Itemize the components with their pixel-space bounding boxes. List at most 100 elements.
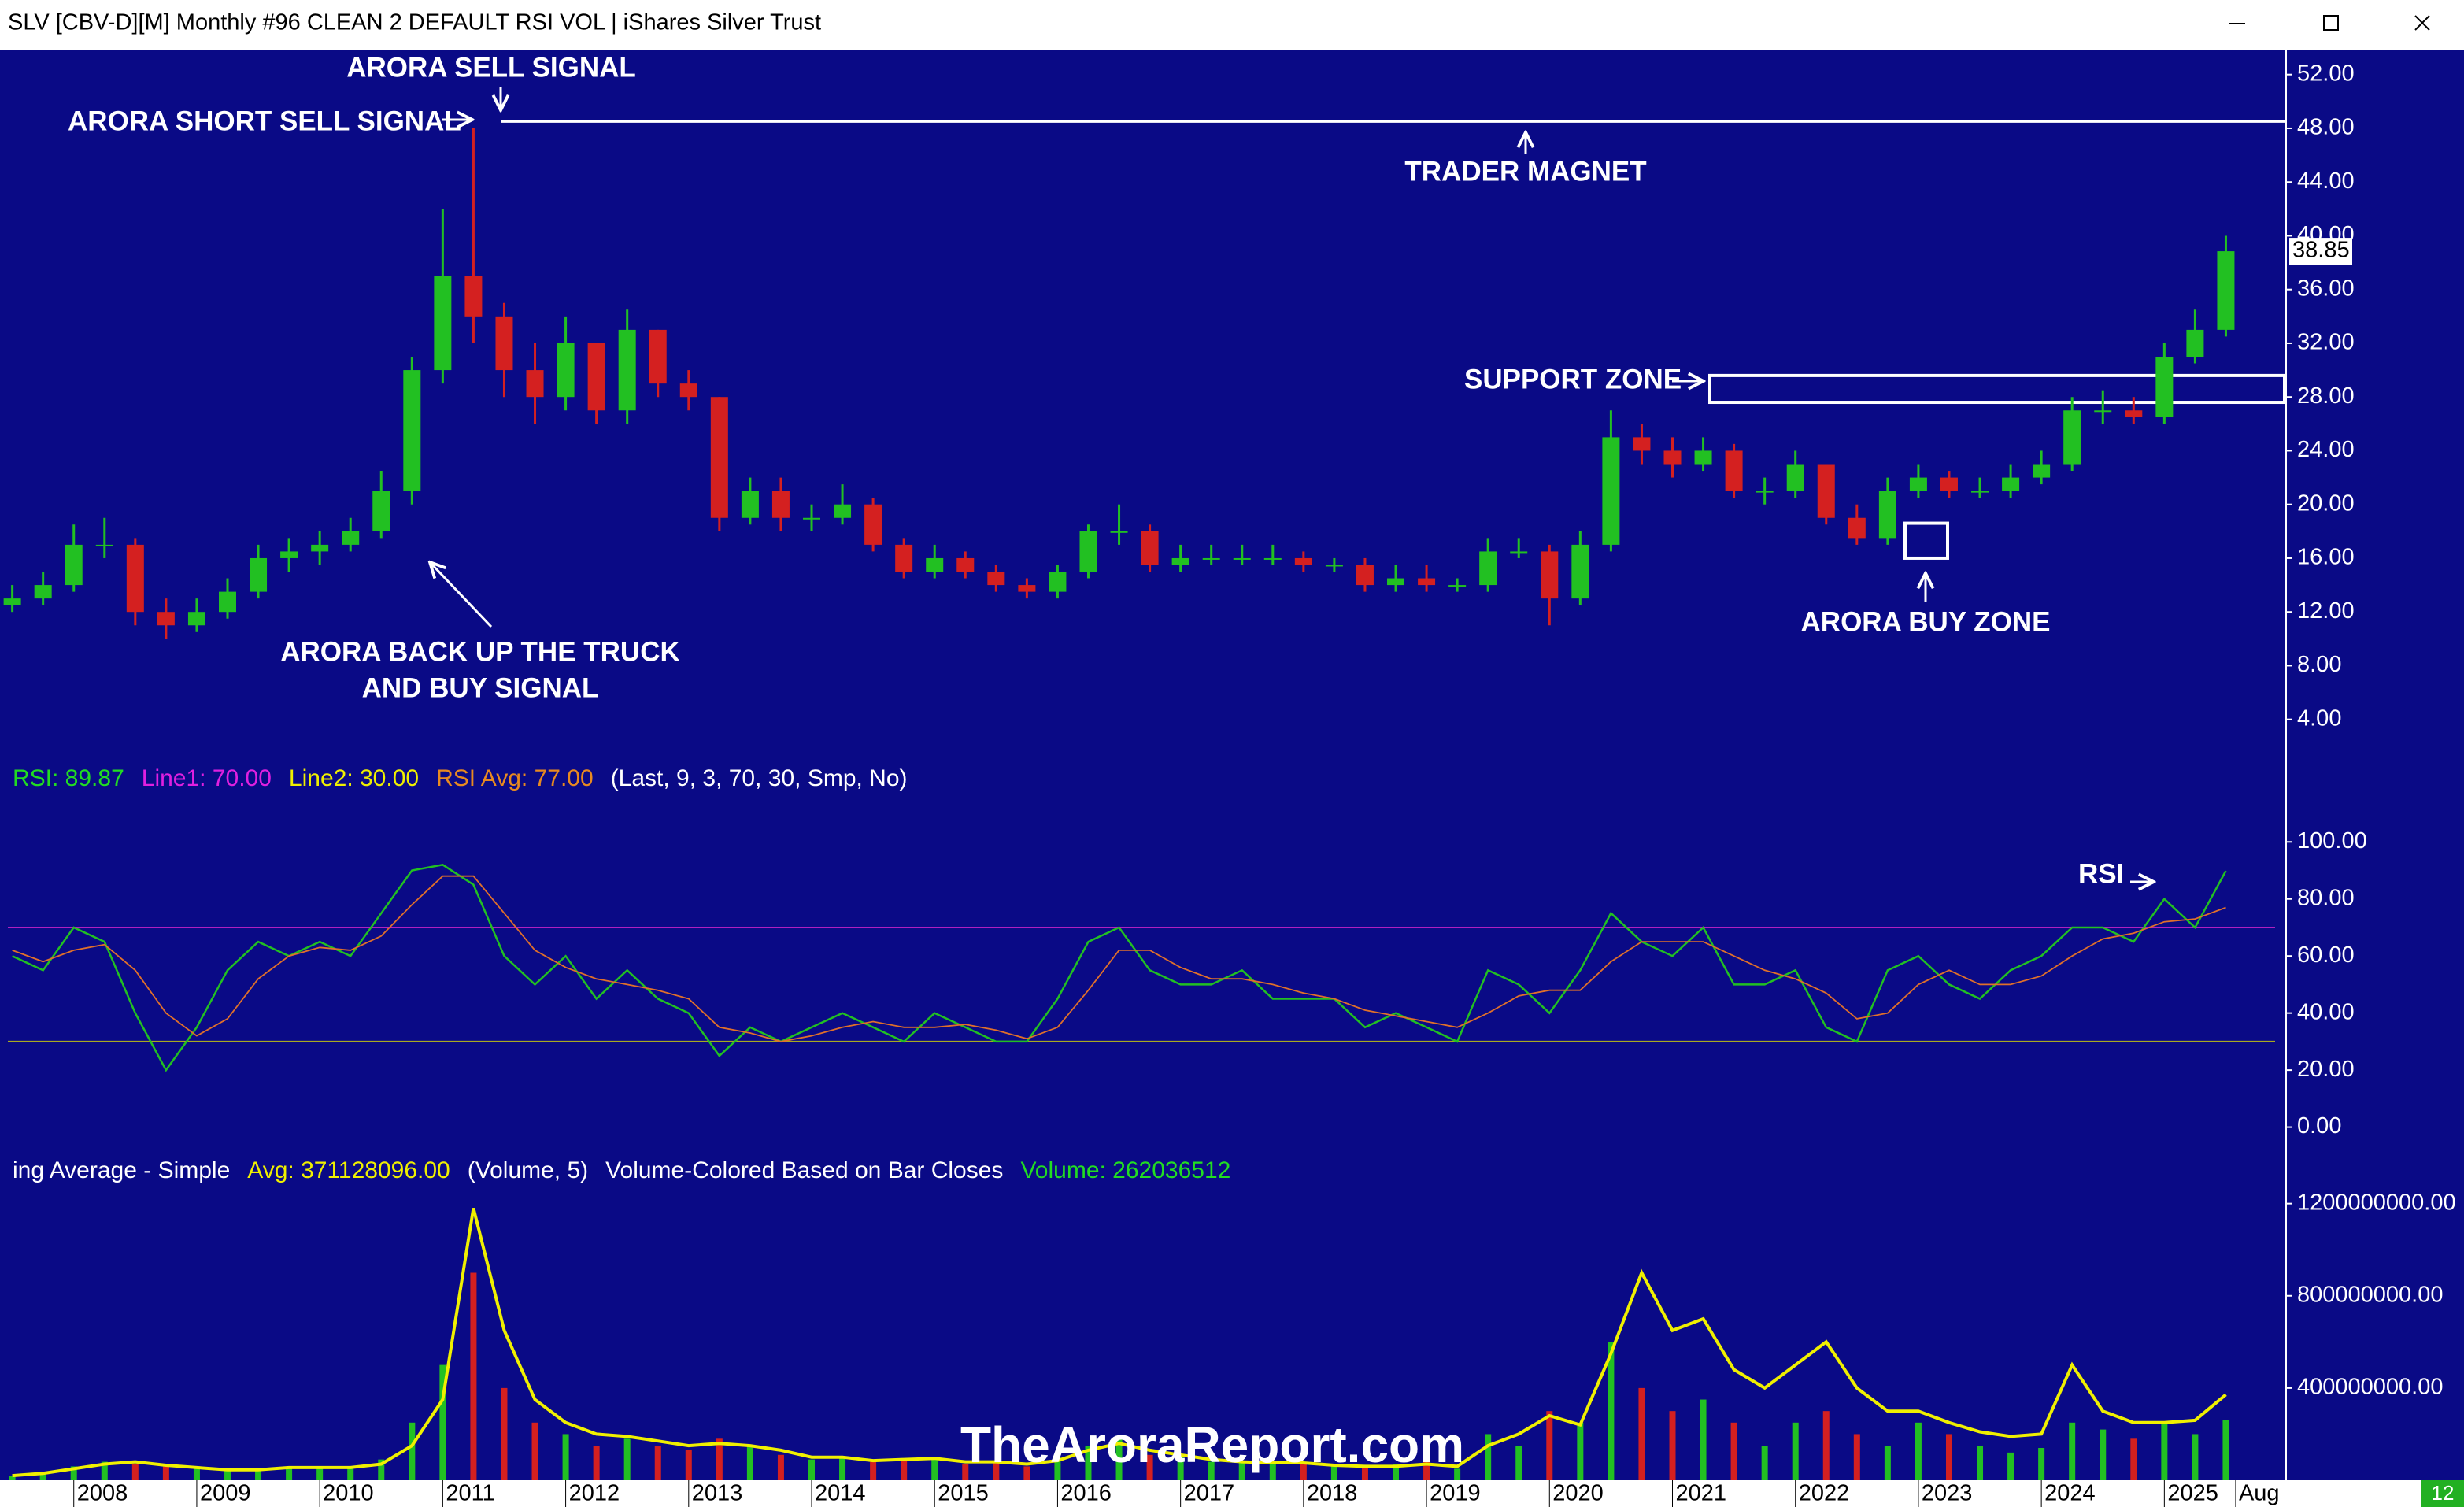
- candle-body: [1541, 551, 1559, 599]
- x-tick-label: 2010: [323, 1481, 374, 1506]
- annotation: ARORA BACK UP THE TRUCK: [280, 636, 680, 667]
- candle-body: [1418, 578, 1436, 586]
- legend-text: (Volume, 5): [468, 1157, 588, 1183]
- candle-body: [710, 397, 728, 518]
- x-tick-label: 2020: [1552, 1481, 1604, 1506]
- candle-body: [1663, 450, 1682, 465]
- volume-bar: [962, 1464, 969, 1480]
- badge-text: 12: [2432, 1481, 2455, 1505]
- candle-body: [34, 585, 52, 599]
- volume-bar: [162, 1466, 169, 1480]
- volume-bar: [1330, 1466, 1337, 1480]
- candle-body: [834, 504, 852, 518]
- candle-body: [2125, 410, 2143, 417]
- volume-bar: [1115, 1438, 1123, 1480]
- y-tick-label: 12.00: [2297, 598, 2355, 624]
- volume-bar: [746, 1446, 753, 1480]
- volume-bar: [2130, 1438, 2137, 1480]
- volume-bar: [993, 1461, 1000, 1480]
- volume-bar: [2007, 1452, 2014, 1480]
- x-tick-label: 2023: [1922, 1481, 1973, 1506]
- candle-body: [1725, 450, 1743, 491]
- y-tick-label: 36.00: [2297, 276, 2355, 301]
- volume-bar: [1977, 1446, 1984, 1480]
- candle-body: [649, 329, 667, 384]
- candle-body: [1479, 551, 1497, 586]
- x-tick-label: 2016: [1060, 1481, 1112, 1506]
- x-tick-label: 2012: [569, 1481, 620, 1506]
- candle-body: [587, 342, 605, 411]
- volume-bar: [901, 1459, 908, 1480]
- candle-body: [2063, 410, 2081, 465]
- annotation: TRADER MAGNET: [1404, 156, 1646, 187]
- candle-body: [2155, 357, 2174, 417]
- candle-body: [311, 544, 329, 552]
- legend-text: RSI Avg: 77.00: [436, 765, 594, 791]
- volume-bar: [1085, 1446, 1092, 1480]
- volume-bar: [255, 1468, 262, 1480]
- volume-bar: [39, 1474, 46, 1480]
- volume-bar: [2192, 1434, 2199, 1480]
- candle-body: [1294, 557, 1312, 565]
- legend-text: RSI: 89.87: [13, 765, 124, 791]
- axis-background: [2286, 50, 2464, 1480]
- arrow: [430, 562, 493, 628]
- candle-body: [2033, 464, 2051, 478]
- volume-bar: [316, 1468, 324, 1480]
- candle-body: [3, 598, 21, 605]
- candle-body: [956, 557, 975, 572]
- last-price-label: 38.85: [2292, 238, 2350, 263]
- candle-body: [2186, 329, 2204, 357]
- x-tick-label: 2014: [815, 1481, 866, 1506]
- maximize-button[interactable]: [2323, 15, 2339, 31]
- volume-bar: [193, 1468, 200, 1480]
- volume-bar: [716, 1438, 723, 1480]
- close-button[interactable]: [2414, 15, 2430, 31]
- volume-bar: [501, 1387, 508, 1480]
- volume-bar: [1761, 1446, 1768, 1480]
- candle-body: [342, 531, 360, 545]
- volume-bar: [562, 1434, 569, 1480]
- y-tick-label: 16.00: [2297, 545, 2355, 570]
- date-strip: [0, 1480, 2464, 1507]
- volume-bar: [101, 1461, 108, 1480]
- volume-bar: [685, 1450, 692, 1480]
- annotation: SUPPORT ZONE: [1464, 364, 1682, 394]
- candle-body: [803, 517, 821, 520]
- volume-bar: [808, 1459, 816, 1480]
- candle-body: [1756, 491, 1774, 493]
- volume-bar: [2069, 1422, 2076, 1480]
- candle-body: [2217, 251, 2235, 330]
- x-tick-label: 2008: [77, 1481, 128, 1506]
- watermark: TheAroraReport.com: [960, 1416, 1464, 1473]
- y-tick-label: 44.00: [2297, 168, 2355, 194]
- volume-bar: [409, 1422, 416, 1480]
- volume-bar: [2100, 1429, 2107, 1480]
- volume-bar: [470, 1272, 477, 1480]
- volume-bar: [70, 1466, 77, 1480]
- candle-body: [771, 491, 790, 518]
- candle-body: [1633, 437, 1651, 451]
- volume-average-line: [12, 1208, 2227, 1478]
- legend-text: Volume-Colored Based on Bar Closes: [605, 1157, 1003, 1183]
- candle-body: [1202, 557, 1220, 560]
- volume-bar: [2222, 1420, 2229, 1480]
- x-tick-label: 2024: [2044, 1481, 2096, 1506]
- candle-body: [1325, 565, 1343, 567]
- volume-bar: [1577, 1422, 1584, 1480]
- candle-body: [864, 504, 882, 545]
- candle-body: [926, 557, 944, 572]
- volume-bar: [1454, 1468, 1461, 1480]
- x-tick-label: 2011: [446, 1481, 494, 1506]
- y-tick-label: 400000000.00: [2297, 1375, 2443, 1400]
- volume-bar: [378, 1459, 385, 1480]
- plot-background: [0, 50, 2286, 1480]
- y-tick-label: 4.00: [2297, 705, 2341, 731]
- legend-text: Avg: 371128096.00: [247, 1157, 450, 1183]
- volume-bar: [2161, 1422, 2168, 1480]
- y-tick-label: 52.00: [2297, 61, 2355, 86]
- zone-box: [1708, 373, 2286, 405]
- volume-bar: [1361, 1466, 1368, 1480]
